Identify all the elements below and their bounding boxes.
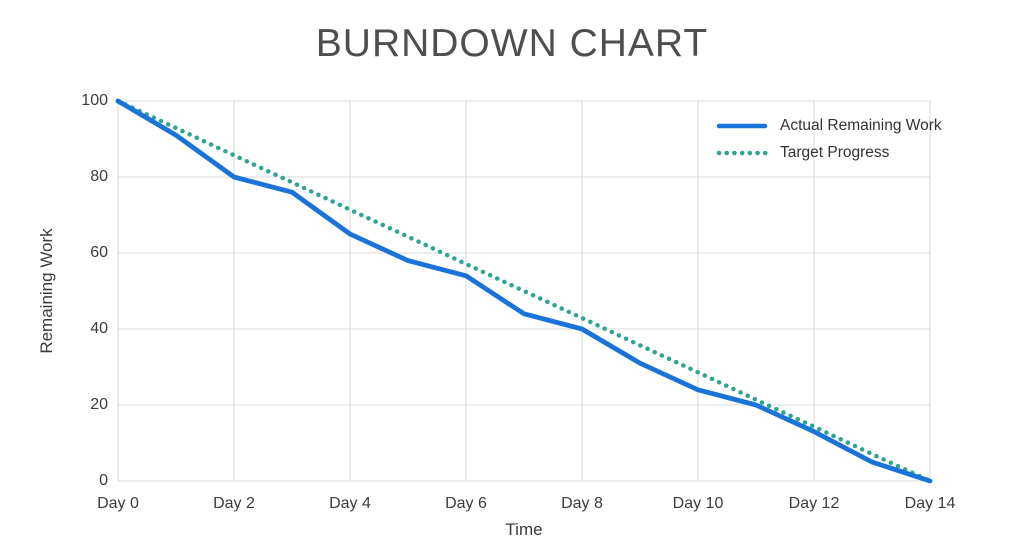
- x-tick-label: Day 6: [445, 495, 487, 512]
- y-tick-label: 100: [81, 92, 108, 109]
- x-tick-label: Day 14: [904, 495, 956, 512]
- legend-label-actual: Actual Remaining Work: [780, 116, 942, 134]
- x-tick-label: Day 4: [329, 495, 371, 512]
- y-axis-title: Remaining Work: [37, 228, 56, 354]
- legend-label-target: Target Progress: [780, 143, 890, 161]
- x-tick-label: Day 0: [97, 495, 139, 512]
- y-tick-label: 0: [99, 472, 108, 489]
- x-tick-label: Day 2: [213, 495, 255, 512]
- x-tick-label: Day 12: [788, 495, 840, 512]
- y-tick-label: 20: [90, 396, 108, 413]
- legend: Actual Remaining Work Target Progress: [716, 112, 942, 166]
- y-tick-label: 60: [90, 244, 108, 261]
- solid-line-swatch-icon: [716, 123, 768, 128]
- dotted-line-swatch-icon: [716, 150, 768, 155]
- x-tick-label: Day 10: [672, 495, 724, 512]
- target-progress-line: [115, 98, 933, 484]
- gridlines: [117, 100, 931, 482]
- y-tick-label: 40: [90, 320, 108, 337]
- actual-remaining-work-line: [115, 98, 933, 484]
- legend-item-actual: Actual Remaining Work: [716, 112, 942, 139]
- chart-title: BURNDOWN CHART: [315, 22, 709, 65]
- x-axis-title: Time: [505, 520, 543, 539]
- y-tick-label: 80: [90, 168, 108, 185]
- legend-item-target: Target Progress: [716, 139, 942, 166]
- x-tick-label: Day 8: [561, 495, 603, 512]
